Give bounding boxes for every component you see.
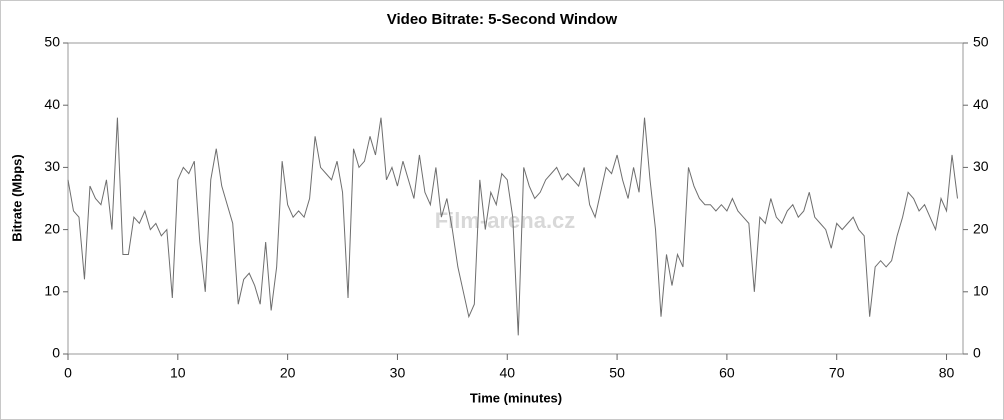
x-tick-label: 20 [280, 365, 296, 381]
y2-tick-label: 20 [973, 220, 989, 236]
x-tick-label: 80 [939, 365, 955, 381]
y2-tick-label: 50 [973, 34, 989, 50]
y-tick-label: 30 [44, 158, 60, 174]
data-line [67, 117, 959, 336]
x-tick-label: 40 [499, 365, 515, 381]
x-tick-label: 70 [829, 365, 845, 381]
y-tick-label: 20 [44, 220, 60, 236]
x-tick-label: 50 [609, 365, 625, 381]
y-tick-label: 40 [44, 96, 60, 112]
watermark: Film-arena.cz [435, 208, 576, 233]
x-tick-label: 30 [390, 365, 406, 381]
plot-area [67, 42, 964, 355]
x-tick-label: 0 [64, 365, 72, 381]
x-axis-label: Time (minutes) [470, 390, 562, 405]
x-tick-label: 10 [170, 365, 186, 381]
y-tick-label: 50 [44, 34, 60, 50]
y2-tick-label: 10 [973, 283, 989, 299]
x-tick-label: 60 [719, 365, 735, 381]
y2-tick-label: 30 [973, 158, 989, 174]
y2-tick-label: 40 [973, 96, 989, 112]
y-tick-label: 0 [52, 345, 60, 361]
y-tick-label: 10 [44, 283, 60, 299]
y-axis-label: Bitrate (Mbps) [9, 154, 24, 241]
y2-tick-label: 0 [973, 345, 981, 361]
chart-title: Video Bitrate: 5-Second Window [387, 11, 618, 28]
